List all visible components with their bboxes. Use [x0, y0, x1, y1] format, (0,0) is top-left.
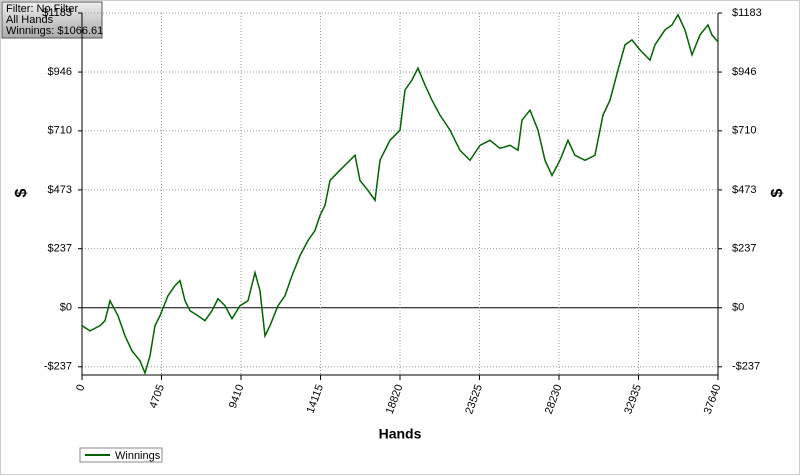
x-tick-label: 0 [74, 383, 87, 393]
y2-tick-label: $710 [732, 125, 756, 137]
y2-tick-label: $237 [732, 243, 756, 255]
info-box [1, 1, 103, 39]
y-tick-label: $946 [48, 66, 72, 78]
info-text: Filter: No Filter [6, 3, 78, 15]
y2-axis-label: $ [769, 188, 786, 197]
legend: Winnings [79, 447, 163, 463]
y-tick-label: -$237 [44, 361, 72, 373]
y2-tick-label: $946 [732, 66, 756, 78]
legend-box [79, 447, 163, 463]
y-tick-label: $0 [60, 302, 72, 314]
info-text: Winnings: $1066.61 [6, 25, 103, 37]
legend-label: Winnings [115, 450, 161, 462]
y-tick-label: $710 [48, 125, 72, 137]
y2-tick-label: $473 [732, 184, 756, 196]
info-text: All Hands [6, 14, 54, 26]
data-line [81, 13, 719, 376]
y-axis-label: $ [13, 188, 30, 197]
y-tick-label: $237 [48, 243, 72, 255]
x-axis-label: Hands [379, 426, 422, 442]
y-tick-label: $1183 [42, 7, 72, 19]
y-tick-label: $473 [48, 184, 72, 196]
y2-tick-label: $1183 [732, 7, 762, 19]
y2-tick-label: $0 [732, 302, 744, 314]
y2-tick-label: -$237 [732, 361, 760, 373]
